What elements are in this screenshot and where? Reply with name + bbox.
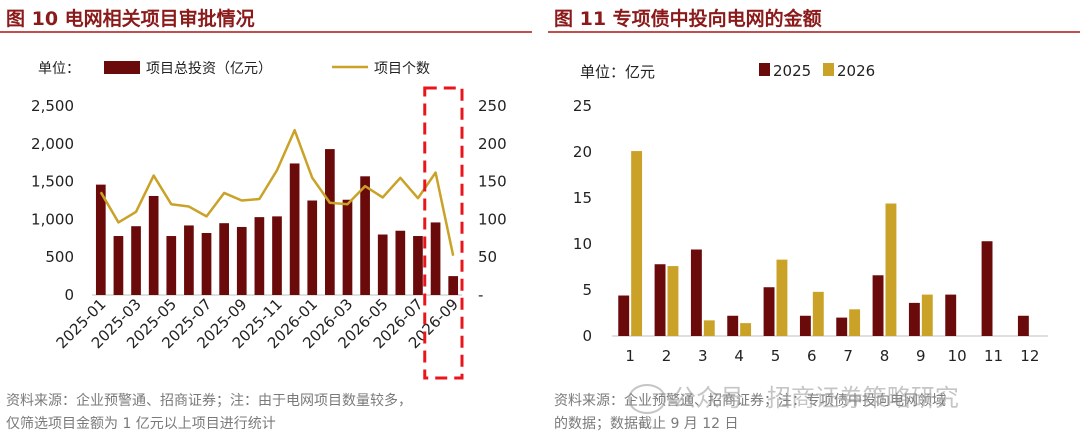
bar-2025 [799, 315, 811, 336]
bar-2026 [921, 294, 933, 336]
y-right-tick-label: 100 [478, 210, 507, 228]
bar-2026 [776, 259, 788, 336]
legend-label-2025: 2025 [773, 62, 811, 80]
bar-investment [448, 276, 459, 295]
x-tick-label: 12 [1020, 347, 1039, 365]
bar-2026 [631, 151, 643, 336]
x-tick-label: 6 [807, 347, 817, 365]
bar-2026 [849, 309, 861, 336]
right-chart-panel: 图 11 专项债中投向电网的金额 单位：亿元 2025 2026 0 5 10 15 20 25… [548, 0, 1080, 441]
y-right-tick-label: 50 [478, 248, 497, 266]
bar-investment [360, 176, 370, 295]
left-chart-panel: 图 10 电网相关项目审批情况 单位： 项目总投资（亿元） 项目个数 0 500 1,00… [0, 0, 532, 441]
bar-investment [325, 149, 335, 295]
highlight-box [423, 86, 464, 380]
x-tick-label: 4 [734, 347, 744, 365]
bar-2026 [740, 323, 752, 336]
y-tick-label: 10 [573, 235, 592, 253]
bar-investment [184, 225, 194, 295]
y-left-tick-label: 2,000 [31, 135, 74, 153]
bar-investment [95, 184, 106, 295]
y-right-tick-label: 150 [478, 173, 507, 191]
bar-2026 [667, 266, 679, 336]
bar-investment [430, 222, 441, 295]
x-tick-label: 8 [880, 347, 890, 365]
left-unit-label: 单位： [38, 61, 80, 77]
bar-2025 [908, 302, 920, 336]
watermark: 公众号 · 招商证券策略研究 [628, 378, 959, 414]
y-tick-label: 0 [582, 327, 592, 345]
left-chart-title: 图 10 电网相关项目审批情况 [6, 8, 255, 30]
y-left-tick-label: 1,500 [31, 173, 74, 191]
bar-2025 [763, 287, 775, 336]
left-title-rule [0, 31, 532, 33]
bar-2025 [618, 295, 630, 336]
bar-investment [219, 223, 229, 295]
right-chart-title: 图 11 专项债中投向电网的金额 [554, 8, 822, 30]
legend-swatch-investment [104, 61, 140, 74]
x-tick-label: 11 [984, 347, 1003, 365]
bar-2025 [981, 241, 993, 336]
right-title-rule [548, 31, 1080, 33]
right-source-line2: 的数据；数据截止 9 月 12 日 [554, 416, 739, 432]
legend-label-count: 项目个数 [374, 61, 430, 77]
y-right-tick-label: 250 [478, 97, 507, 115]
y-tick-label: 20 [573, 143, 592, 161]
x-tick-label: 2 [662, 347, 672, 365]
bar-investment [201, 233, 212, 295]
line-project-count [99, 128, 455, 256]
x-tick-label: 10 [948, 347, 967, 365]
bar-investment [113, 236, 124, 295]
wechat-icon [628, 384, 666, 414]
bar-investment [148, 195, 159, 295]
bar-investment [395, 230, 406, 295]
bar-2025 [1017, 315, 1029, 336]
x-tick-label: 3 [698, 347, 708, 365]
y-right-tick-label: - [478, 286, 483, 304]
bar-2025 [945, 294, 957, 336]
x-tick-label: 1 [625, 347, 635, 365]
y-left-tick-label: 0 [64, 286, 74, 304]
bar-2026 [885, 203, 897, 336]
legend-label-investment: 项目总投资（亿元） [146, 61, 272, 77]
bar-investment [131, 226, 141, 295]
bar-investment [307, 200, 318, 295]
bar-2025 [727, 315, 739, 336]
bar-investment [377, 234, 388, 295]
bar-investment [254, 217, 265, 295]
legend-swatch-2026 [823, 63, 834, 76]
y-tick-label: 25 [573, 97, 592, 115]
bar-investment [166, 236, 177, 295]
bar-investment [413, 236, 423, 295]
y-left-tick-label: 2,500 [31, 97, 74, 115]
bar-2026 [812, 291, 824, 336]
y-left-tick-label: 1,000 [31, 210, 74, 228]
bar-2025 [654, 264, 666, 336]
legend-label-2026: 2026 [837, 62, 875, 80]
y-right-tick-label: 200 [478, 135, 507, 153]
bar-investment [289, 163, 300, 295]
y-tick-label: 15 [573, 189, 592, 207]
bar-investment [272, 216, 282, 295]
y-tick-label: 5 [582, 281, 592, 299]
bar-2025 [872, 275, 884, 336]
left-source-line2: 仅筛选项目金额为 1 亿元以上项目进行统计 [6, 416, 276, 432]
bar-investment [342, 199, 353, 295]
x-tick-label: 7 [843, 347, 853, 365]
watermark-text: 公众号 · 招商证券策略研究 [672, 384, 959, 412]
legend-swatch-2025 [759, 63, 770, 76]
x-tick-label: 5 [771, 347, 781, 365]
right-unit-label: 单位：亿元 [580, 63, 655, 81]
bar-2026 [703, 320, 715, 336]
left-chart-svg: 单位： 项目总投资（亿元） 项目个数 0 500 1,000 1,500 2,000 2,500… [31, 61, 507, 380]
x-tick-label: 9 [916, 347, 926, 365]
y-left-tick-label: 500 [45, 248, 74, 266]
bar-investment [236, 226, 247, 295]
bar-2025 [690, 249, 702, 336]
left-source-line1: 资料来源：企业预警通、招商证券；注：由于电网项目数量较多， [6, 393, 412, 409]
bar-2025 [836, 317, 848, 336]
